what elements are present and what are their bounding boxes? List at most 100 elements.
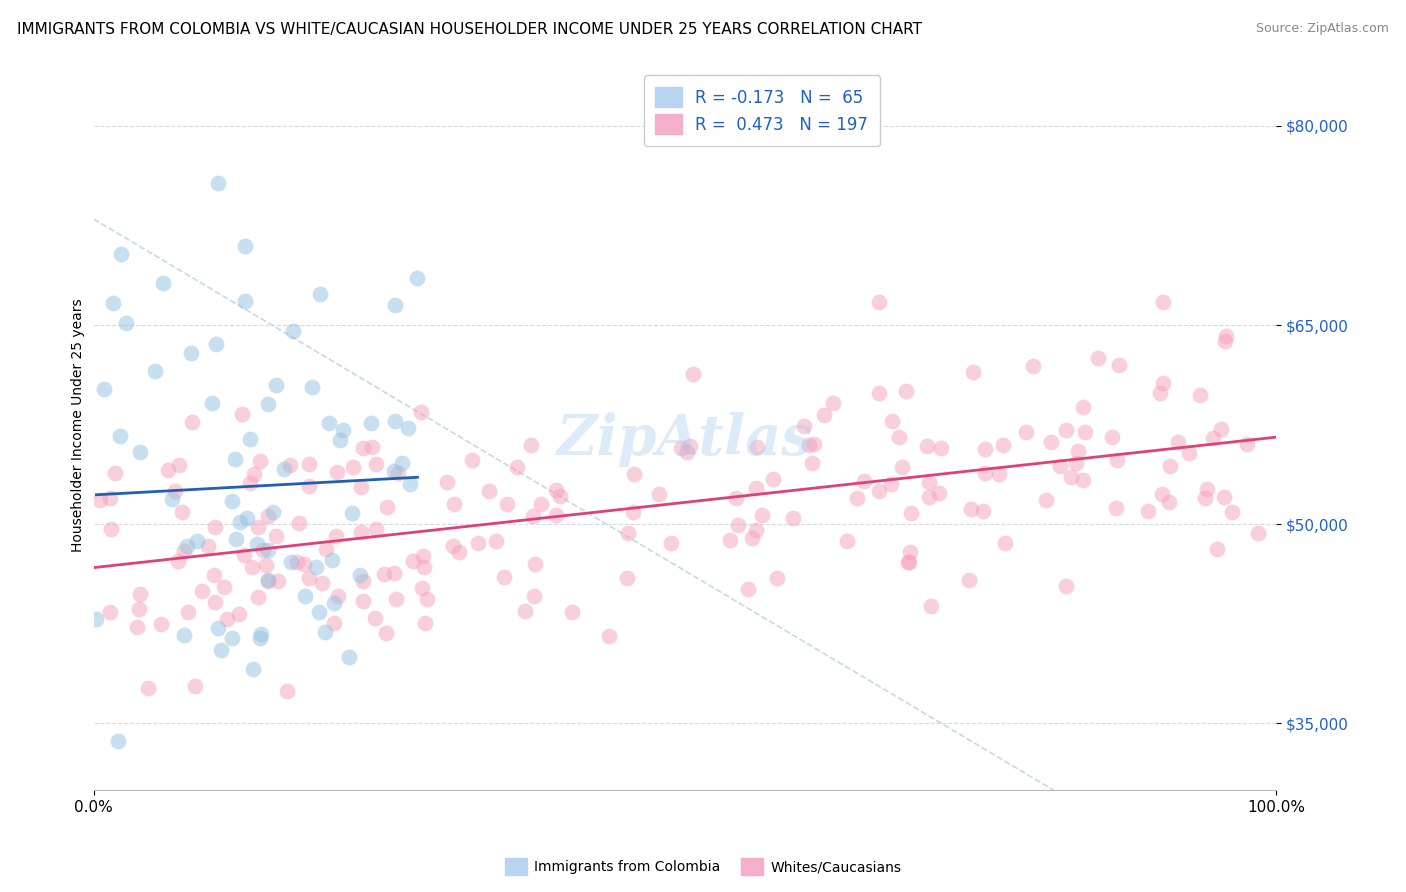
Point <box>103 296 125 310</box>
Text: IMMIGRANTS FROM COLOMBIA VS WHITE/CAUCASIAN HOUSEHOLDER INCOME UNDER 25 YEARS CO: IMMIGRANTS FROM COLOMBIA VS WHITE/CAUCAS… <box>17 22 922 37</box>
Point <box>364 610 387 624</box>
Point <box>751 508 773 523</box>
Point <box>413 615 436 630</box>
Point <box>262 505 284 519</box>
Point <box>918 475 941 489</box>
Point <box>915 439 938 453</box>
Point <box>918 490 941 504</box>
Point <box>669 441 692 455</box>
Point <box>467 536 489 550</box>
Point <box>225 532 247 546</box>
Point <box>1201 431 1223 445</box>
Point <box>972 504 994 518</box>
Point <box>548 489 571 503</box>
Point <box>197 540 219 554</box>
Point <box>891 459 914 474</box>
Point <box>257 573 280 587</box>
Point <box>239 475 262 490</box>
Point <box>1197 482 1219 496</box>
Point <box>880 477 903 491</box>
Point <box>246 536 269 550</box>
Point <box>181 415 204 429</box>
Point <box>546 483 568 498</box>
Point <box>278 458 301 472</box>
Point <box>305 559 328 574</box>
Point <box>207 621 229 635</box>
Point <box>173 544 195 558</box>
Point <box>929 441 952 455</box>
Point <box>1060 470 1083 484</box>
Point <box>727 518 749 533</box>
Point <box>994 536 1017 550</box>
Point <box>215 612 238 626</box>
Point <box>447 545 470 559</box>
Point <box>283 324 305 338</box>
Point <box>100 605 122 619</box>
Point <box>184 679 207 693</box>
Point <box>485 533 508 548</box>
Point <box>298 479 321 493</box>
Point <box>375 500 398 514</box>
Point <box>167 553 190 567</box>
Point <box>156 462 179 476</box>
Point <box>325 465 347 479</box>
Point <box>1205 541 1227 556</box>
Point <box>349 567 371 582</box>
Point <box>1213 334 1236 348</box>
Point <box>315 541 337 556</box>
Point <box>209 643 232 657</box>
Point <box>167 458 190 472</box>
Point <box>276 683 298 698</box>
Point <box>897 555 920 569</box>
Point <box>411 405 433 419</box>
Point <box>1071 473 1094 487</box>
Point <box>311 576 333 591</box>
Point <box>813 408 835 422</box>
Point <box>322 596 344 610</box>
Point <box>506 459 529 474</box>
Point <box>308 605 330 619</box>
Point <box>384 298 406 312</box>
Point <box>150 616 173 631</box>
Point <box>332 424 354 438</box>
Point <box>765 571 787 585</box>
Point <box>621 505 644 519</box>
Point <box>659 536 682 550</box>
Point <box>1247 526 1270 541</box>
Point <box>236 510 259 524</box>
Point <box>298 571 321 585</box>
Point <box>350 480 373 494</box>
Point <box>519 438 541 452</box>
Point <box>745 482 768 496</box>
Point <box>384 414 406 428</box>
Point <box>647 487 669 501</box>
Point <box>191 583 214 598</box>
Point <box>962 365 984 379</box>
Point <box>853 474 876 488</box>
Point <box>1108 358 1130 372</box>
Point <box>496 497 519 511</box>
Point <box>107 734 129 748</box>
Point <box>897 556 920 570</box>
Point <box>745 523 768 537</box>
Point <box>513 604 536 618</box>
Point <box>741 531 763 545</box>
Point <box>143 364 166 378</box>
Point <box>257 509 280 524</box>
Point <box>267 574 290 588</box>
Text: Source: ZipAtlas.com: Source: ZipAtlas.com <box>1256 22 1389 36</box>
Point <box>478 483 501 498</box>
Point <box>1157 495 1180 509</box>
Point <box>86 612 108 626</box>
Point <box>801 456 824 470</box>
Point <box>616 525 638 540</box>
Point <box>991 438 1014 452</box>
Point <box>382 566 405 580</box>
Legend: Immigrants from Colombia, Whites/Caucasians: Immigrants from Colombia, Whites/Caucasi… <box>499 853 907 880</box>
Point <box>186 533 208 548</box>
Point <box>321 552 343 566</box>
Point <box>172 505 194 519</box>
Legend: R = -0.173   N =  65, R =  0.473   N = 197: R = -0.173 N = 65, R = 0.473 N = 197 <box>644 75 880 146</box>
Point <box>180 346 202 360</box>
Point <box>745 440 768 454</box>
